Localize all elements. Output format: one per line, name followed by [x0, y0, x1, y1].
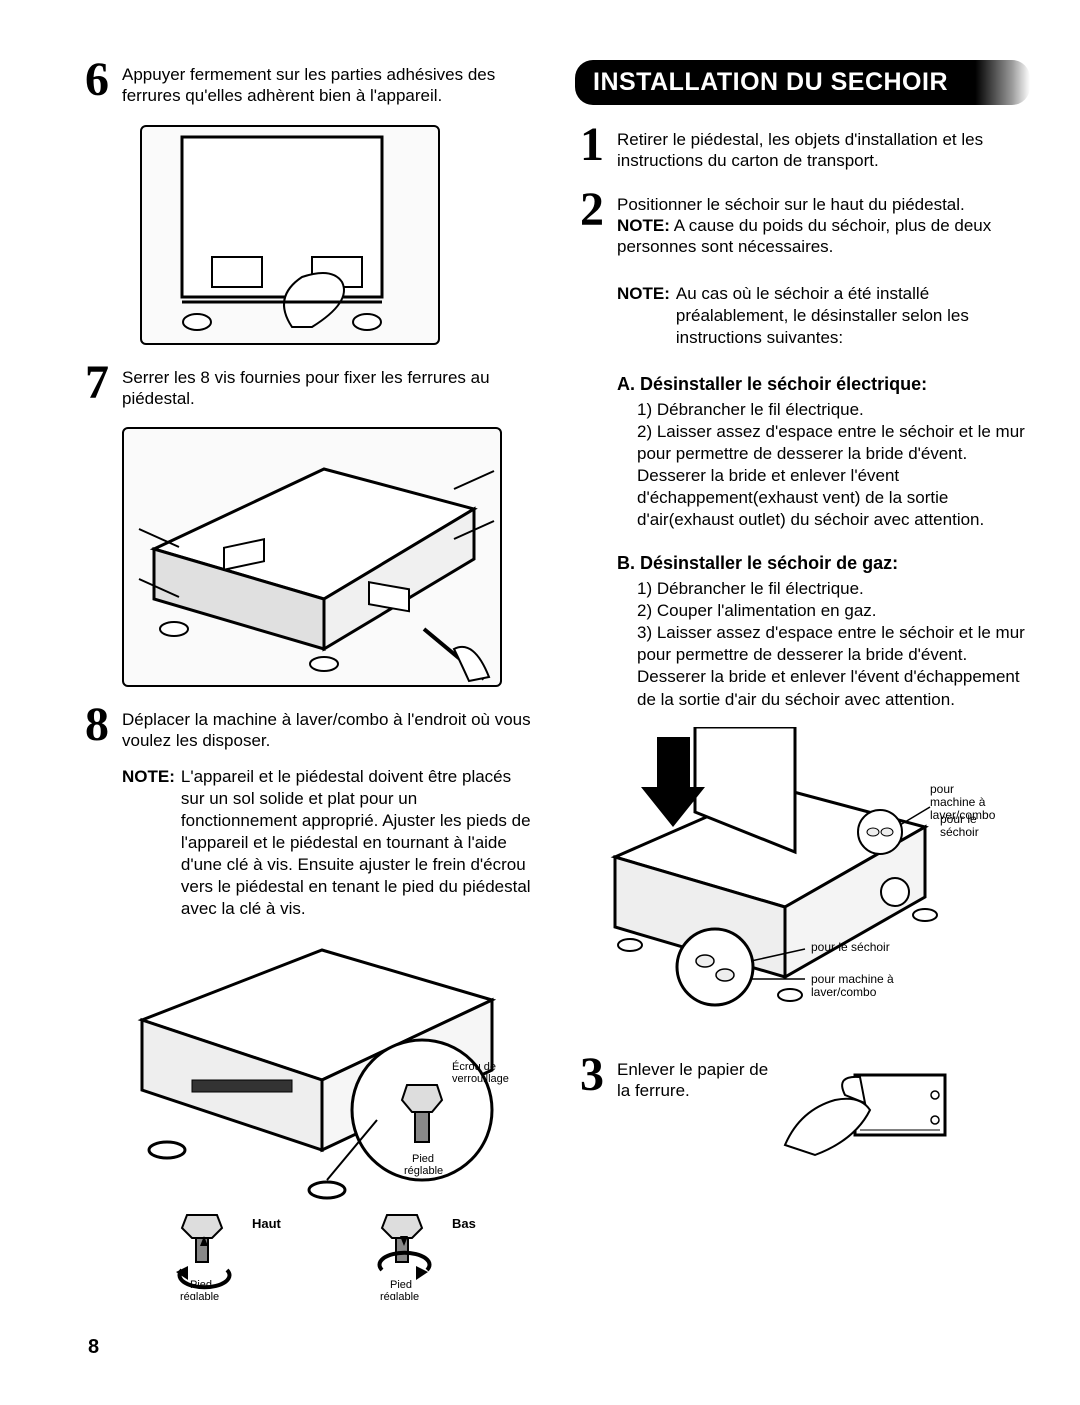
- label-bot-washer: pour machine à laver/combo: [811, 973, 894, 999]
- step-1: 1 Retirer le piédestal, les objets d'ins…: [575, 125, 1030, 172]
- step-2-number: 2: [575, 190, 609, 231]
- section-b-item-3: 3) Laisser assez d'espace entre le sécho…: [637, 622, 1030, 710]
- svg-text:Pied: Pied: [390, 1279, 412, 1291]
- note-2: NOTE: Au cas où le séchoir a été install…: [617, 283, 1030, 349]
- step-6-number: 6: [80, 60, 114, 101]
- note-2-label: NOTE:: [617, 283, 670, 305]
- note-2-text: Au cas où le séchoir a été installé préa…: [676, 283, 1030, 349]
- step-7: 7 Serrer les 8 vis fournies pour fixer l…: [80, 363, 535, 410]
- step-2-note-text: A cause du poids du séchoir, plus de deu…: [617, 216, 991, 256]
- step-6: 6 Appuyer fermement sur les parties adhé…: [80, 60, 535, 107]
- svg-text:verrouillage: verrouillage: [452, 1073, 509, 1085]
- svg-text:Pied: Pied: [412, 1153, 434, 1165]
- svg-text:Bas: Bas: [452, 1216, 476, 1231]
- step-3: 3 Enlever le papier de la ferrure.: [575, 1055, 775, 1102]
- page-number: 8: [88, 1336, 99, 1359]
- right-column: INSTALLATION DU SECHOIR 1 Retirer le pié…: [575, 60, 1030, 1318]
- section-a-heading: A. Désinstaller le séchoir électrique:: [617, 374, 1030, 395]
- figure-right-pedestal: pour machine à laver/combo pour le sécho…: [595, 727, 995, 1027]
- step-7-number: 7: [80, 363, 114, 404]
- note-label: NOTE:: [122, 766, 175, 788]
- label-bot-dryer: pour le séchoir: [811, 941, 890, 954]
- step-2-note-label: NOTE:: [617, 216, 670, 235]
- step-8-note-text: L'appareil et le piédestal doivent être …: [181, 766, 535, 921]
- section-b-item-2: 2) Couper l'alimentation en gaz.: [637, 600, 1030, 622]
- svg-text:réglable: réglable: [404, 1165, 443, 1177]
- step-8-number: 8: [80, 705, 114, 746]
- label-ecrou: Écrou de: [452, 1060, 496, 1073]
- step-8-text: Déplacer la machine à laver/combo à l'en…: [122, 705, 535, 752]
- step-3-number: 3: [575, 1055, 609, 1096]
- step-2-text: Positionner le séchoir sur le haut du pi…: [617, 190, 1030, 258]
- left-column: 6 Appuyer fermement sur les parties adhé…: [80, 60, 535, 1318]
- page: 6 Appuyer fermement sur les parties adhé…: [0, 0, 1080, 1358]
- section-b-heading: B. Désinstaller le séchoir de gaz:: [617, 553, 1030, 574]
- svg-text:Haut: Haut: [252, 1216, 282, 1231]
- section-a-item-2: 2) Laisser assez d'espace entre le sécho…: [637, 421, 1030, 531]
- label-top-dryer: pour le séchoir: [940, 813, 995, 839]
- step-7-text: Serrer les 8 vis fournies pour fixer les…: [122, 363, 535, 410]
- step-8-note: NOTE: L'appareil et le piédestal doivent…: [122, 766, 535, 921]
- svg-text:réglable: réglable: [380, 1291, 419, 1300]
- step-1-number: 1: [575, 125, 609, 166]
- section-header: INSTALLATION DU SECHOIR: [575, 60, 1030, 105]
- figure-step-6: [140, 125, 440, 345]
- figure-step-3: [775, 1055, 955, 1165]
- figure-step-8: Écrou de verrouillage Pied réglable Haut…: [122, 940, 512, 1300]
- step-2-line1: Positionner le séchoir sur le haut du pi…: [617, 195, 965, 214]
- svg-text:réglable: réglable: [180, 1291, 219, 1300]
- figure-step-7: [122, 427, 502, 687]
- step-1-text: Retirer le piédestal, les objets d'insta…: [617, 125, 1030, 172]
- step-8: 8 Déplacer la machine à laver/combo à l'…: [80, 705, 535, 752]
- section-b-item-1: 1) Débrancher le fil électrique.: [637, 578, 1030, 600]
- step-6-text: Appuyer fermement sur les parties adhési…: [122, 60, 535, 107]
- step-2: 2 Positionner le séchoir sur le haut du …: [575, 190, 1030, 258]
- step-3-row: 3 Enlever le papier de la ferrure.: [575, 1055, 1030, 1165]
- svg-text:Pied: Pied: [190, 1279, 212, 1291]
- step-3-text: Enlever le papier de la ferrure.: [617, 1055, 775, 1102]
- section-a-item-1: 1) Débrancher le fil électrique.: [637, 399, 1030, 421]
